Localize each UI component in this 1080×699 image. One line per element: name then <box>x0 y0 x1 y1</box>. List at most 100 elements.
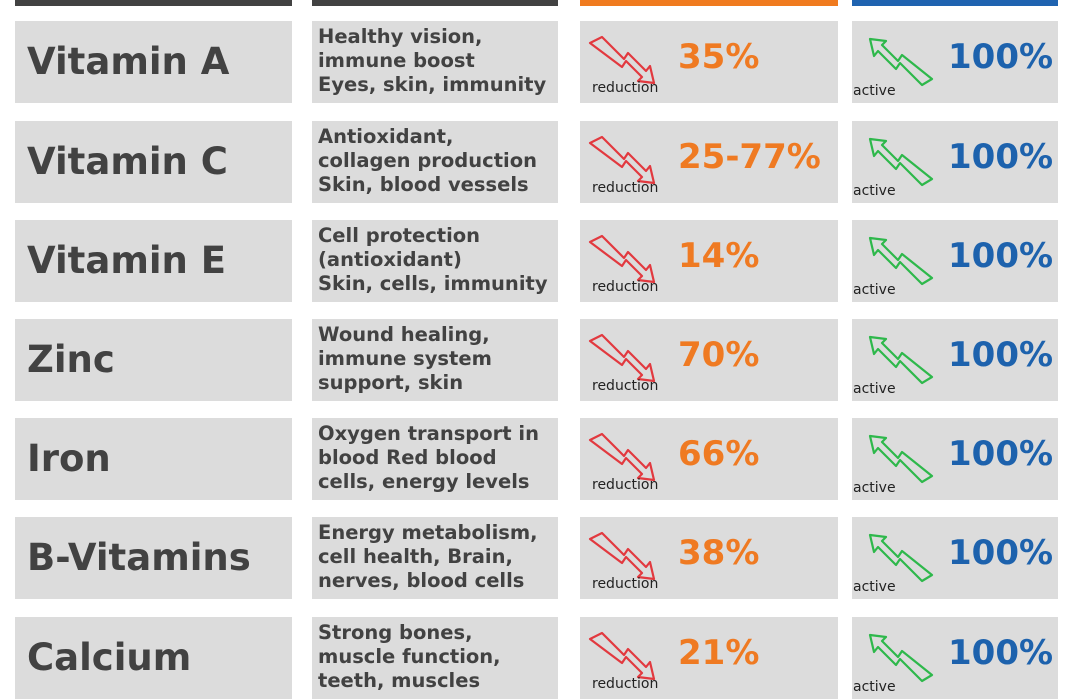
active-label: active <box>853 480 896 496</box>
nutrient-name: Vitamin E <box>27 239 227 282</box>
active-cell: active 100% <box>852 220 1058 302</box>
active-label: active <box>853 282 896 298</box>
nutrient-name-cell: Calcium <box>15 617 292 699</box>
benefit-line: Healthy vision, <box>318 25 483 48</box>
active-cell: active 100% <box>852 517 1058 599</box>
benefit-cell: Oxygen transport in blood Red blood cells,… <box>312 418 558 500</box>
nutrient-name: Vitamin C <box>27 140 228 183</box>
benefit-line: Eyes, skin, immunity <box>318 73 547 96</box>
active-cell: active 100% <box>852 121 1058 203</box>
active-percent: 100% <box>948 434 1054 474</box>
nutrient-name: Iron <box>27 437 111 480</box>
reduction-label: reduction <box>592 80 659 96</box>
trend-down-arrow-icon <box>588 432 660 484</box>
benefit-line: (antioxidant) <box>318 248 462 271</box>
table-row: Zinc Wound healing, immune system support, … <box>0 319 1080 401</box>
trend-up-arrow-icon <box>860 434 934 484</box>
reduction-label: reduction <box>592 676 659 692</box>
benefit-line: immune system <box>318 347 492 370</box>
benefit-text: Cell protection (antioxidant) Skin, cells,… <box>318 224 548 296</box>
active-cell: active 100% <box>852 617 1058 699</box>
header-bar-orange <box>580 0 838 6</box>
active-cell: active 100% <box>852 319 1058 401</box>
active-label: active <box>853 381 896 397</box>
trend-up-arrow-icon <box>860 137 934 187</box>
active-percent: 100% <box>948 37 1054 77</box>
table-row: Iron Oxygen transport in blood Red blood ce… <box>0 418 1080 500</box>
benefit-line: teeth, muscles <box>318 669 481 692</box>
benefit-line: Cell protection <box>318 224 481 247</box>
reduction-cell: reduction 14% <box>580 220 838 302</box>
reduction-label: reduction <box>592 477 659 493</box>
nutrient-name-cell: B-Vitamins <box>15 517 292 599</box>
benefit-line: muscle function, <box>318 645 501 668</box>
reduction-label: reduction <box>592 180 659 196</box>
trend-down-arrow-icon <box>588 631 660 683</box>
benefit-line: support, skin <box>318 371 464 394</box>
trend-up-arrow-icon <box>860 236 934 286</box>
benefit-line: Antioxidant, <box>318 125 454 148</box>
nutrient-name: B-Vitamins <box>27 536 251 579</box>
benefit-text: Healthy vision, immune boost Eyes, skin, i… <box>318 25 546 97</box>
active-percent: 100% <box>948 533 1054 573</box>
nutrient-name: Vitamin A <box>27 40 230 83</box>
benefit-line: Oxygen transport in <box>318 422 539 445</box>
benefit-text: Antioxidant, collagen production Skin, blo… <box>318 125 537 197</box>
benefit-line: immune boost <box>318 49 475 72</box>
benefit-line: Skin, blood vessels <box>318 173 529 196</box>
nutrient-name-cell: Vitamin E <box>15 220 292 302</box>
nutrient-name: Zinc <box>27 338 115 381</box>
header-bar-blue <box>852 0 1058 6</box>
reduction-label: reduction <box>592 378 659 394</box>
benefit-line: Wound healing, <box>318 323 490 346</box>
benefit-line: cell health, Brain, <box>318 545 513 568</box>
reduction-percent: 70% <box>678 335 760 375</box>
reduction-percent: 35% <box>678 37 760 77</box>
benefit-text: Strong bones, muscle function, teeth, musc… <box>318 621 501 693</box>
nutrient-name-cell: Iron <box>15 418 292 500</box>
trend-up-arrow-icon <box>860 633 934 683</box>
benefit-text: Wound healing, immune system support, skin <box>318 323 492 395</box>
trend-up-arrow-icon <box>860 533 934 583</box>
active-label: active <box>853 679 896 695</box>
benefit-cell: Wound healing, immune system support, skin <box>312 319 558 401</box>
active-percent: 100% <box>948 335 1054 375</box>
table-row: B-Vitamins Energy metabolism, cell health,… <box>0 517 1080 599</box>
table-row: Calcium Strong bones, muscle function, teet… <box>0 617 1080 699</box>
benefit-line: Strong bones, <box>318 621 473 644</box>
table-row: Vitamin E Cell protection (antioxidant) Ski… <box>0 220 1080 302</box>
active-label: active <box>853 579 896 595</box>
active-percent: 100% <box>948 137 1054 177</box>
trend-down-arrow-icon <box>588 234 660 286</box>
table-row: Vitamin C Antioxidant, collagen production… <box>0 121 1080 203</box>
trend-down-arrow-icon <box>588 333 660 385</box>
reduction-percent: 25-77% <box>678 137 821 177</box>
benefit-line: nerves, blood cells <box>318 569 525 592</box>
nutrient-name-cell: Zinc <box>15 319 292 401</box>
reduction-percent: 66% <box>678 434 760 474</box>
header-bar-dark-1 <box>15 0 292 6</box>
reduction-cell: reduction 35% <box>580 21 838 103</box>
active-cell: active 100% <box>852 21 1058 103</box>
reduction-percent: 38% <box>678 533 760 573</box>
benefit-text: Oxygen transport in blood Red blood cells,… <box>318 422 539 494</box>
active-cell: active 100% <box>852 418 1058 500</box>
benefit-cell: Cell protection (antioxidant) Skin, cells,… <box>312 220 558 302</box>
reduction-cell: reduction 70% <box>580 319 838 401</box>
reduction-percent: 14% <box>678 236 760 276</box>
benefit-line: Skin, cells, immunity <box>318 272 548 295</box>
table-row: Vitamin A Healthy vision, immune boost Eyes… <box>0 21 1080 103</box>
benefit-cell: Strong bones, muscle function, teeth, musc… <box>312 617 558 699</box>
trend-down-arrow-icon <box>588 135 660 187</box>
trend-up-arrow-icon <box>860 335 934 385</box>
active-percent: 100% <box>948 236 1054 276</box>
header-bar-dark-2 <box>312 0 558 6</box>
reduction-label: reduction <box>592 279 659 295</box>
trend-down-arrow-icon <box>588 35 660 87</box>
benefit-cell: Energy metabolism, cell health, Brain, ner… <box>312 517 558 599</box>
reduction-cell: reduction 38% <box>580 517 838 599</box>
reduction-percent: 21% <box>678 633 760 673</box>
benefit-line: blood Red blood <box>318 446 497 469</box>
benefit-line: collagen production <box>318 149 537 172</box>
benefit-cell: Antioxidant, collagen production Skin, blo… <box>312 121 558 203</box>
